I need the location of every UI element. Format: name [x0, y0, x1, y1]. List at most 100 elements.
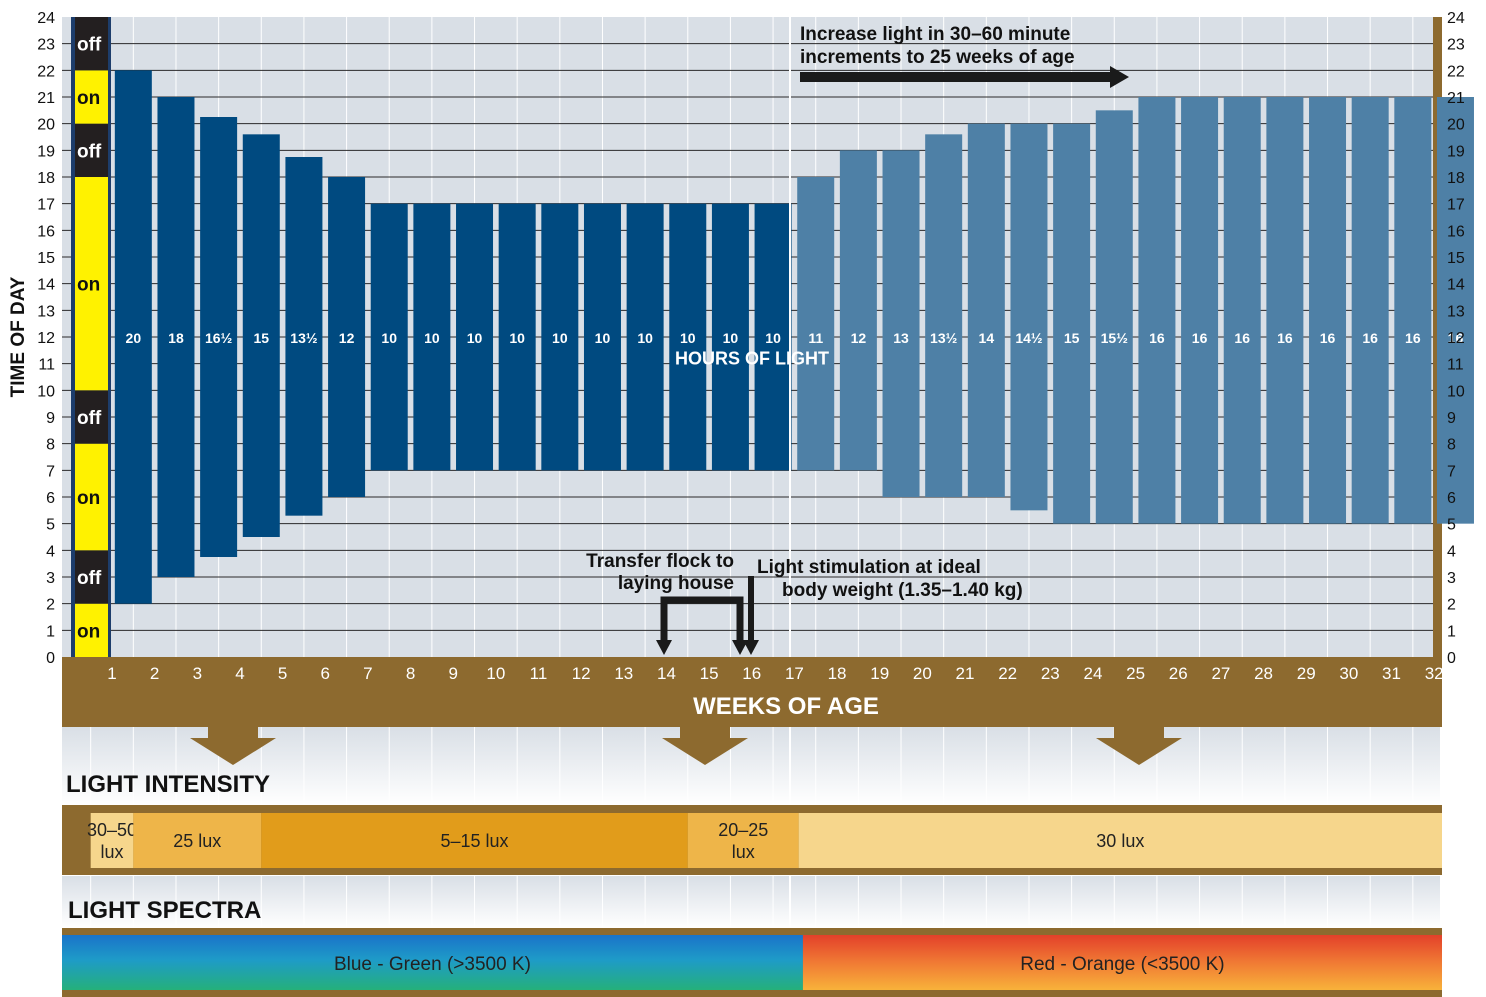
y-tick-label: 13 — [1447, 303, 1465, 320]
light-bar — [839, 150, 877, 471]
light-bar — [1436, 96, 1474, 524]
week1-segment-label: off — [77, 408, 102, 429]
x-tick-label: 5 — [278, 664, 287, 683]
y-tick-label: 5 — [1447, 517, 1456, 534]
light-bar — [456, 203, 494, 471]
light-bar — [882, 150, 920, 497]
x-tick-label: 4 — [235, 664, 244, 683]
down-arrow-1 — [190, 727, 276, 765]
y-tick-label: 22 — [1447, 63, 1465, 80]
x-tick-labels: 1 2 3 4 5 6 7 8 9 10 11 12 13 14 15 16 17 18 19 20 21 22 23 24 2… — [107, 664, 1443, 683]
y-tick-label: 20 — [37, 117, 55, 134]
light-bar — [1309, 96, 1347, 524]
spectra-segment — [802, 935, 1442, 990]
bar-hours-label: 10 — [424, 330, 440, 346]
light-bar — [925, 134, 963, 497]
y-tick-label: 11 — [1447, 357, 1464, 374]
y-tick-label: 24 — [1447, 10, 1465, 27]
y-tick-label: 9 — [1447, 410, 1456, 427]
bar-hours-label: 10 — [595, 330, 611, 346]
intensity-segment — [687, 813, 799, 868]
intensity-label: lux — [100, 842, 123, 862]
bar-hours-label: 12 — [851, 330, 867, 346]
bar-hours-label: 10 — [765, 330, 781, 346]
light-bar — [498, 203, 536, 471]
y-tick-label: 12 — [37, 330, 55, 347]
x-tick-label: 18 — [828, 664, 847, 683]
x-tick-label: 3 — [193, 664, 202, 683]
hours-of-light-label: HOURS OF LIGHT — [675, 348, 829, 368]
bar-hours-label: 16 — [1149, 330, 1165, 346]
y-tick-label: 2 — [1447, 597, 1456, 614]
transfer-arrow-head-right — [732, 640, 748, 655]
transfer-bracket-arrow — [660, 596, 744, 647]
intensity-label: 30 lux — [1096, 831, 1144, 851]
transfer-arrow-head-left — [656, 640, 672, 655]
down-arrow-3 — [1096, 727, 1182, 765]
x-tick-label: 27 — [1211, 664, 1230, 683]
bar-hours-label: 16 — [1448, 330, 1464, 346]
light-bar — [1266, 96, 1304, 524]
x-tick-label: 14 — [657, 664, 676, 683]
intensity-segment — [133, 813, 262, 868]
bar-hours-label: 16½ — [205, 330, 233, 346]
week1-on-off-schedule: on off on off on off on off — [71, 16, 111, 657]
intensity-segment — [798, 813, 1442, 868]
y-tick-label: 9 — [46, 410, 55, 427]
x-tick-label: 17 — [785, 664, 804, 683]
x-tick-label: 29 — [1297, 664, 1316, 683]
x-tick-label: 24 — [1083, 664, 1102, 683]
bar-hours-label: 16 — [1234, 330, 1250, 346]
week1-on-segment — [75, 443, 108, 551]
x-tick-label: 1 — [107, 664, 116, 683]
light-spectra-title: LIGHT SPECTRA — [68, 897, 261, 924]
y-tick-label: 21 — [1447, 90, 1465, 107]
y-tick-label: 7 — [1447, 463, 1456, 480]
y-tick-label: 23 — [1447, 37, 1465, 54]
y-tick-label: 15 — [37, 250, 55, 267]
y-tick-label: 18 — [37, 170, 55, 187]
week1-segment-label: off — [77, 141, 102, 162]
week1-segment-label: off — [77, 35, 102, 56]
bar-hours-label: 10 — [552, 330, 568, 346]
y-tick-label: 11 — [38, 357, 55, 374]
week1-segment-label: on — [77, 621, 100, 642]
x-tick-label: 21 — [956, 664, 975, 683]
x-tick-label: 19 — [870, 664, 889, 683]
y-tick-label: 16 — [37, 223, 55, 240]
bar-hours-label: 10 — [723, 330, 739, 346]
bar-hours-label: 14 — [979, 330, 995, 346]
bar-hours-label: 16 — [1277, 330, 1293, 346]
stimulation-note-line2: body weight (1.35–1.40 kg) — [782, 580, 1023, 601]
light-bar — [1394, 96, 1432, 524]
y-tick-label: 12 — [1447, 330, 1465, 347]
bar-hours-label: 18 — [168, 330, 184, 346]
bar-hours-label: 10 — [467, 330, 483, 346]
y-tick-label: 8 — [46, 437, 55, 454]
light-bar — [370, 203, 408, 471]
week1-segment-label: on — [77, 488, 100, 509]
light-bar — [1181, 96, 1219, 524]
y-tick-label: 19 — [1447, 143, 1465, 160]
x-tick-label: 23 — [1041, 664, 1060, 683]
week1-off-segment — [75, 123, 108, 177]
light-bar — [114, 70, 152, 604]
y-tick-label: 17 — [37, 197, 55, 214]
week1-on-segment — [75, 603, 108, 657]
x-tick-label: 10 — [486, 664, 505, 683]
bar-hours-label: 13 — [893, 330, 909, 346]
x-tick-label: 25 — [1126, 664, 1145, 683]
y-tick-label: 4 — [1447, 543, 1456, 560]
y-tick-label: 1 — [46, 623, 55, 640]
arrow-band — [62, 727, 1440, 805]
spectra-label: Red - Orange (<3500 K) — [1020, 954, 1224, 975]
light-bar — [242, 134, 280, 537]
light-bar — [797, 176, 835, 471]
y-tick-label: 21 — [37, 90, 55, 107]
increase-arrow-head — [1110, 66, 1129, 88]
stimulation-note-line1: Light stimulation at ideal — [757, 557, 981, 578]
bar-hours-label: 13½ — [290, 330, 318, 346]
spectra-segment — [62, 935, 803, 990]
